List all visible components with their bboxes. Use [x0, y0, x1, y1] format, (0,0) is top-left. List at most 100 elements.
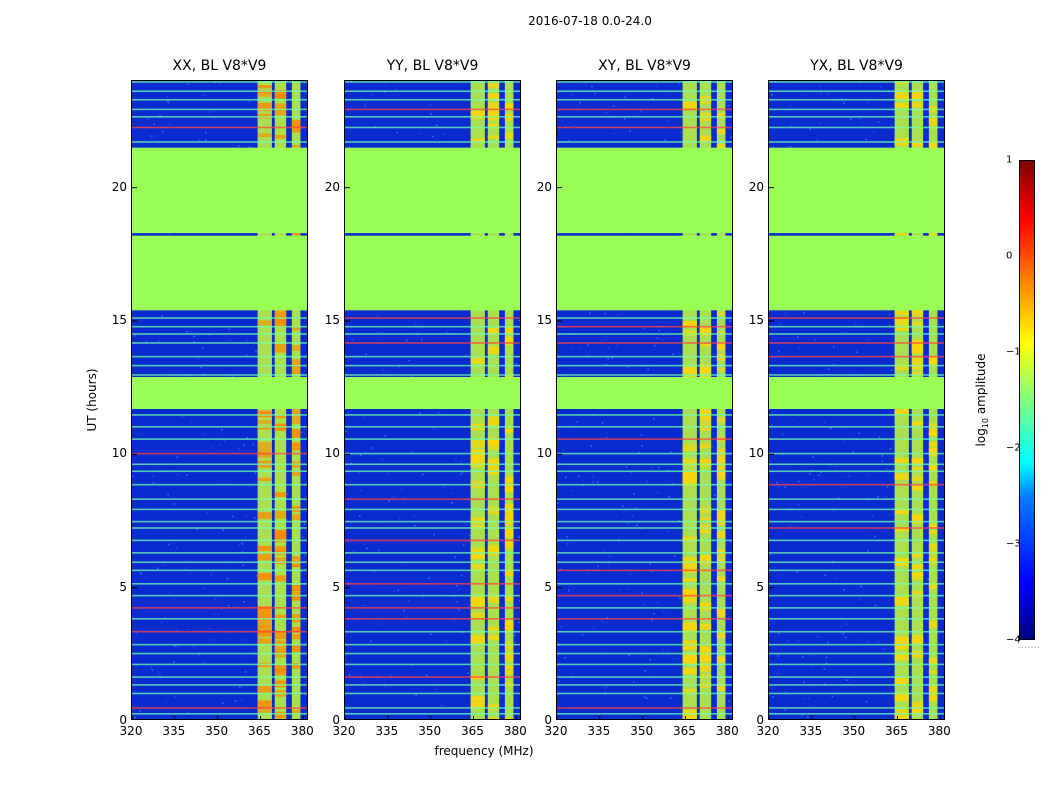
rfi-hotspot — [716, 448, 726, 457]
noise-cell — [653, 417, 655, 420]
noise-cell — [601, 422, 604, 424]
rfi-hotspot — [274, 645, 287, 654]
time-streak — [132, 527, 307, 529]
noise-cell — [623, 117, 626, 120]
rfi-hotspot — [699, 602, 712, 611]
y-tick-label: 15 — [748, 313, 764, 327]
noise-cell — [790, 124, 793, 127]
rfi-hotspot — [257, 552, 272, 561]
time-streak — [769, 342, 944, 344]
rfi-hotspot — [257, 425, 272, 430]
noise-cell — [777, 633, 780, 635]
noise-cell — [134, 335, 136, 337]
noise-cell — [890, 124, 893, 126]
x-tick-label: 380 — [927, 724, 951, 738]
time-streak — [557, 414, 732, 416]
noise-cell — [359, 454, 362, 457]
rfi-hotspot — [682, 653, 697, 662]
noise-cell — [392, 496, 395, 498]
noise-cell — [626, 588, 628, 590]
noise-cell — [629, 573, 632, 576]
noise-cell — [388, 500, 391, 503]
noise-cell — [451, 502, 453, 504]
time-streak — [769, 607, 944, 609]
noise-cell — [460, 574, 463, 577]
noise-cell — [644, 603, 646, 606]
noise-cell — [515, 362, 518, 365]
noise-cell — [889, 447, 892, 450]
noise-cell — [420, 338, 423, 341]
noise-cell — [234, 700, 237, 702]
rfi-hotspot — [470, 696, 485, 702]
rfi-hotspot — [470, 453, 485, 458]
rfi-hotspot — [911, 101, 924, 108]
rfi-hotspot — [911, 708, 924, 713]
rfi-hotspot — [911, 590, 924, 598]
noise-cell — [656, 601, 659, 604]
time-streak — [345, 594, 520, 597]
rfi-hotspot — [487, 83, 500, 88]
noise-cell — [167, 493, 169, 496]
time-streak — [557, 498, 732, 500]
noise-cell — [202, 94, 204, 97]
noise-cell — [444, 486, 446, 489]
rfi-hotspot — [928, 358, 938, 367]
flagged-range — [769, 147, 944, 233]
x-tick-label: 320 — [332, 724, 356, 738]
noise-cell — [777, 655, 780, 657]
noise-cell — [519, 599, 520, 602]
noise-cell — [636, 524, 638, 526]
rfi-hotspot — [257, 629, 272, 637]
noise-cell — [910, 690, 913, 692]
noise-cell — [244, 671, 247, 673]
time-streak — [557, 98, 732, 101]
noise-cell — [841, 332, 844, 334]
noise-cell — [567, 140, 570, 142]
rfi-hotspot — [911, 364, 924, 370]
noise-cell — [634, 507, 637, 509]
noise-cell — [382, 369, 385, 371]
time-streak — [345, 438, 520, 440]
rfi-hotspot — [894, 643, 909, 650]
noise-cell — [877, 641, 879, 643]
rfi-hotspot — [274, 107, 287, 116]
rfi-hotspot — [928, 557, 938, 564]
rfi-hotspot — [716, 558, 726, 563]
y-tick-label: 10 — [111, 446, 127, 461]
rfi-hotspot — [682, 444, 697, 452]
rfi-hotspot — [928, 442, 938, 447]
y-tick-label: 0 — [756, 713, 764, 727]
noise-cell — [175, 373, 177, 375]
noise-cell — [564, 476, 567, 479]
time-streak — [769, 594, 944, 597]
noise-cell — [398, 517, 401, 520]
panel-title: YY, BL V8*V9 — [386, 58, 479, 74]
noise-cell — [452, 492, 454, 494]
noise-cell — [843, 487, 846, 489]
rfi-hotspot — [504, 503, 514, 510]
rfi-hotspot — [682, 470, 697, 479]
rfi-hotspot — [291, 628, 301, 633]
noise-cell — [664, 139, 666, 142]
noise-cell — [672, 353, 674, 355]
time-streak — [132, 317, 307, 319]
time-streak — [557, 607, 732, 609]
noise-cell — [402, 610, 405, 612]
rfi-hotspot — [470, 598, 485, 607]
rfi-hotspot — [504, 483, 514, 492]
noise-cell — [514, 640, 517, 643]
noise-cell — [210, 574, 212, 576]
panel-xy: XY, BL V8*V9 — [556, 58, 733, 720]
noise-cell — [559, 568, 562, 571]
time-streak — [769, 520, 944, 523]
rfi-hotspot — [682, 689, 697, 693]
rfi-hotspot — [291, 645, 301, 652]
noise-cell — [435, 124, 438, 127]
rfi-hotspot — [257, 614, 272, 621]
noise-cell — [601, 621, 604, 623]
time-streak — [345, 90, 520, 93]
noise-cell — [630, 471, 633, 474]
time-streak — [769, 713, 944, 715]
noise-cell — [866, 340, 868, 343]
time-streak — [557, 630, 732, 633]
